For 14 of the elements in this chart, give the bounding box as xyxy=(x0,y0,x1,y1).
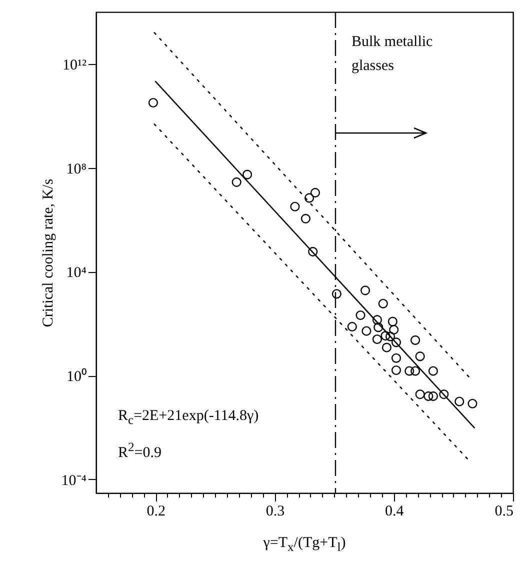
x-axis-title: γ=T$_{x}$/(Tg+T$_{l}$) xyxy=(262,535,347,555)
annotation: R$_{c}$=2E+21exp(-114.8γ) xyxy=(118,408,259,428)
x-tick-label: 0.4 xyxy=(384,504,404,520)
ref-line-label: Bulk metallic glasses xyxy=(351,34,434,74)
y-tick-label: 10¹² xyxy=(62,57,87,74)
x-tick-label: 0.2 xyxy=(146,504,166,520)
x-tick-label: 0.5 xyxy=(494,504,514,520)
y-tick-label: 10⁻⁴ xyxy=(61,472,86,489)
y-axis-title: Critical cooling rate, K/s xyxy=(40,178,56,328)
y-tick-label: 10⁰ xyxy=(66,368,86,386)
y-tick-label: 10⁴ xyxy=(66,265,86,282)
x-tick-label: 0.3 xyxy=(266,504,285,520)
annotation: R$^{2}$=0.9 xyxy=(118,440,162,462)
y-tick-label: 10⁸ xyxy=(66,161,86,178)
